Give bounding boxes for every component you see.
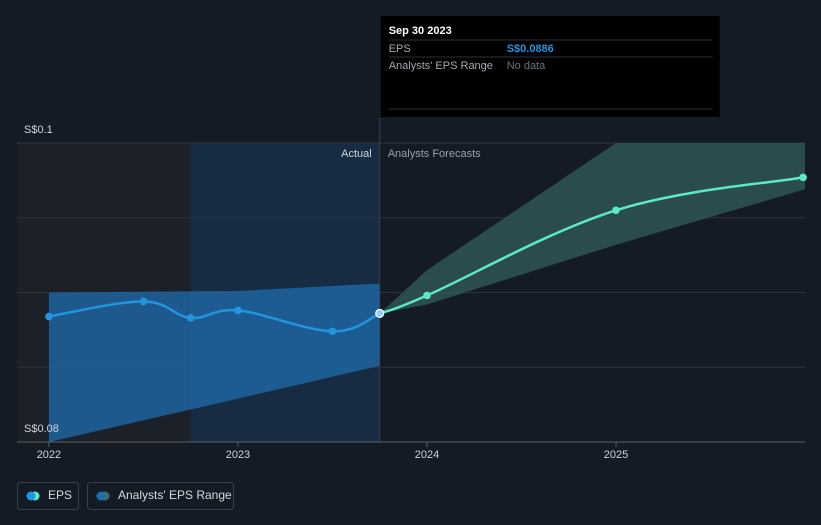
y-tick-label: S$0.1 bbox=[24, 124, 53, 136]
eps-line-forecast bbox=[379, 176, 804, 315]
x-tick-label: 2024 bbox=[415, 449, 439, 461]
legend-icon bbox=[26, 491, 36, 501]
eps-point[interactable] bbox=[234, 306, 242, 315]
legend-icon bbox=[96, 491, 106, 501]
tooltip-row-label: EPS bbox=[389, 43, 411, 55]
tooltip-box bbox=[380, 16, 720, 117]
eps-point[interactable] bbox=[375, 308, 385, 319]
x-tick-label: 2025 bbox=[604, 449, 628, 461]
forecast-label: Analysts Forecasts bbox=[388, 148, 481, 160]
tooltip-row-label: Analysts' EPS Range bbox=[389, 60, 493, 72]
eps-point[interactable] bbox=[45, 312, 53, 321]
eps-point[interactable] bbox=[186, 314, 195, 322]
legend-label: EPS bbox=[48, 488, 72, 502]
legend-item[interactable] bbox=[87, 482, 234, 510]
front-layer: S$0.08 S$0.1 2022 2023 2024 2025 Actual Analyst… bbox=[17, 16, 807, 510]
eps-point[interactable] bbox=[423, 291, 431, 300]
actual-label: Actual bbox=[341, 148, 372, 160]
tooltip-date: Sep 30 2023 bbox=[389, 25, 452, 37]
range-band bbox=[48, 283, 380, 442]
legend-label: Analysts' EPS Range bbox=[118, 488, 232, 502]
tooltip-row-value: No data bbox=[507, 60, 546, 72]
tooltip-row-value: S$0.0886 bbox=[507, 43, 554, 55]
y-tick-label: S$0.08 bbox=[24, 423, 59, 435]
eps-point[interactable] bbox=[799, 173, 807, 182]
range-band bbox=[379, 143, 805, 314]
x-tick-label: 2022 bbox=[37, 449, 61, 461]
legend-item[interactable] bbox=[17, 482, 79, 510]
range-layer bbox=[48, 143, 805, 442]
x-tick-label: 2023 bbox=[226, 449, 250, 461]
eps-point[interactable] bbox=[328, 327, 337, 336]
eps-point[interactable] bbox=[139, 297, 148, 306]
eps-point[interactable] bbox=[612, 206, 620, 215]
